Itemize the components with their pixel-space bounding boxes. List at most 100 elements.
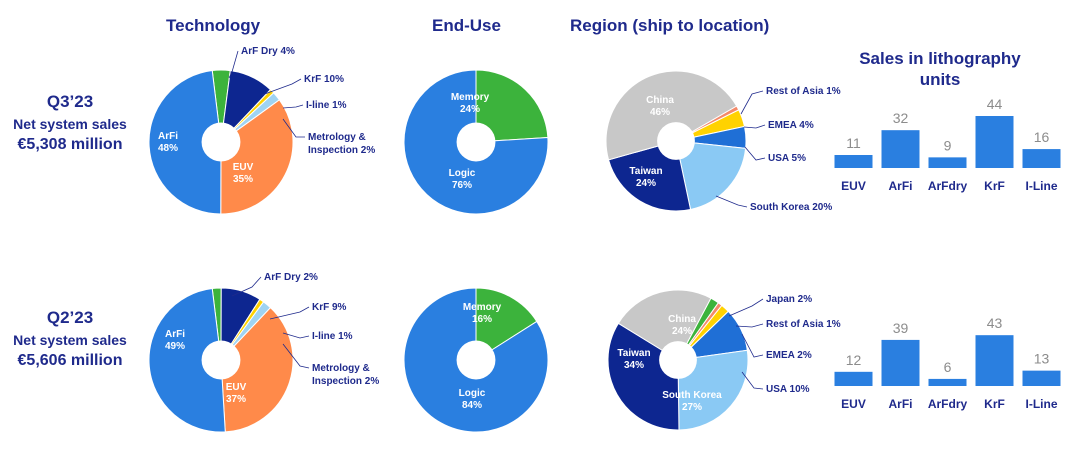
bar-value-label: 39	[893, 320, 909, 336]
leader-line-i-line	[282, 332, 310, 339]
slice-label-logic: Logic 84%	[459, 388, 486, 411]
leader-line-krf	[261, 78, 302, 96]
bar-category-label: KrF	[984, 397, 1005, 411]
slice-label-rest-of-asia: Rest of Asia 1%	[766, 86, 841, 97]
slice-label-arfi: ArFi 48%	[158, 131, 178, 154]
bar-category-label: ArFi	[889, 179, 913, 193]
slice-label-euv: EUV 37%	[226, 382, 247, 405]
bar-category-label: ArFdry	[928, 397, 968, 411]
pie-slice-china	[605, 70, 738, 161]
bar-category-label: I-Line	[1026, 179, 1058, 193]
sales-units-title: Sales in lithography units	[859, 49, 1021, 89]
net-sales-value: €5,308 million	[17, 136, 123, 153]
bar-arfi	[881, 339, 920, 386]
pie-hole	[659, 341, 697, 379]
bar-value-label: 44	[987, 96, 1003, 112]
pie-slice-arfi	[148, 287, 226, 433]
pie-slice-china	[617, 289, 712, 361]
pie-hole	[657, 122, 695, 160]
slice-label-arf-dry: ArF Dry 4%	[241, 46, 295, 57]
slice-label-emea: EMEA 2%	[766, 350, 812, 361]
bar-i-line	[1022, 370, 1061, 386]
leader-line-emea	[743, 124, 766, 129]
pie-region-ship-to-location-6: Japan 2% Rest of Asia 1% EMEA 2% USA 10% Sou…	[607, 289, 841, 431]
quarter-label: Q2’23	[46, 308, 94, 327]
slice-label-memory: Memory 24%	[451, 92, 490, 115]
bar-arfdry	[928, 157, 967, 168]
leader-line-usa	[744, 146, 766, 161]
quarter-label: Q3’23	[46, 92, 94, 111]
bar-category-label: EUV	[841, 397, 866, 411]
slice-label-i-line: I-line 1%	[306, 100, 347, 111]
header-region: Region (ship to location)	[570, 16, 770, 35]
bar-value-label: 11	[846, 135, 861, 151]
leader-line-usa	[741, 371, 764, 390]
slice-label-metrology-inspection: Metrology & Inspection 2%	[308, 132, 375, 156]
leader-line-arf-dry	[228, 50, 239, 79]
bar-chart-7: 12 EUV 39 ArFi 6 ArFdry 43 KrF 13 I-Line	[834, 315, 1061, 411]
slice-label-memory: Memory 16%	[463, 302, 502, 325]
bar-value-label: 6	[944, 359, 952, 375]
bar-i-line	[1022, 149, 1061, 168]
pie-technology-0: ArF Dry 4% KrF 10% I-line 1% Metrology & Ins…	[148, 46, 375, 215]
pie-hole	[201, 122, 241, 162]
bar-chart-3: 11 EUV 32 ArFi 9 ArFdry 44 KrF 16 I-Line	[834, 96, 1061, 193]
pie-region-ship-to-location-2: Rest of Asia 1% EMEA 4% USA 5% South Korea …	[605, 70, 841, 213]
pie-end-use-5: Memory 16% Logic 84%	[403, 287, 549, 433]
slice-label-logic: Logic 76%	[449, 168, 476, 191]
pie-slice-memory	[475, 287, 538, 361]
leader-line-metrology-inspection	[282, 118, 305, 138]
pie-slice-arfi	[148, 69, 222, 215]
bar-krf	[975, 116, 1014, 168]
header-technology: Technology	[166, 16, 261, 35]
bar-value-label: 9	[944, 137, 952, 153]
slice-label-south-korea: South Korea 20%	[750, 202, 832, 213]
slice-label-arfi: ArFi 49%	[165, 329, 185, 352]
pie-technology-4: ArF Dry 2% KrF 9% I-line 1% Metrology & Insp…	[148, 272, 379, 433]
slice-label-japan: Japan 2%	[766, 294, 812, 305]
bar-krf	[975, 335, 1014, 386]
leader-line-south-korea	[715, 195, 748, 208]
bar-value-label: 43	[987, 315, 1003, 331]
slice-label-taiwan: Taiwan 24%	[629, 166, 662, 189]
slice-label-south-korea: South Korea 27%	[662, 390, 722, 413]
pie-slice-euv	[220, 306, 294, 433]
slice-label-emea: EMEA 4%	[768, 120, 814, 131]
pie-slice-south-korea	[677, 349, 749, 431]
leader-line-rest-of-asia	[740, 90, 764, 115]
quarter-block-q2: Q2’23 Net system sales €5,606 million	[0, 306, 140, 372]
slice-label-arf-dry: ArF Dry 2%	[264, 272, 318, 283]
header-end-use: End-Use	[432, 16, 501, 35]
slice-label-euv: EUV 35%	[233, 162, 254, 185]
pie-slice-euv	[220, 99, 294, 215]
slice-label-china: China 24%	[668, 314, 696, 337]
bar-value-label: 32	[893, 110, 909, 126]
bar-category-label: KrF	[984, 179, 1005, 193]
bar-euv	[834, 155, 873, 168]
slice-label-usa: USA 10%	[766, 384, 810, 395]
pie-slice-memory	[475, 69, 549, 143]
leader-line-i-line	[282, 104, 304, 109]
slice-label-krf: KrF 10%	[304, 74, 344, 85]
quarter-block-q3: Q3’23 Net system sales €5,308 million	[0, 90, 140, 156]
bar-category-label: ArFi	[889, 397, 913, 411]
leader-line-krf	[269, 306, 310, 320]
leader-line-rest-of-asia	[735, 323, 764, 328]
bar-category-label: EUV	[841, 179, 866, 193]
bar-value-label: 16	[1034, 129, 1050, 145]
net-sales-label: Net system sales	[13, 116, 127, 132]
pie-hole	[456, 340, 496, 380]
bar-category-label: I-Line	[1026, 397, 1058, 411]
bar-euv	[834, 371, 873, 386]
slice-label-china: China 46%	[646, 95, 674, 118]
pie-hole	[201, 340, 241, 380]
slice-label-i-line: I-line 1%	[312, 331, 353, 342]
bar-arfi	[881, 130, 920, 168]
slice-label-usa: USA 5%	[768, 153, 806, 164]
bar-value-label: 13	[1034, 351, 1050, 367]
slice-label-rest-of-asia: Rest of Asia 1%	[766, 319, 841, 330]
leader-line-japan	[728, 298, 764, 317]
pie-hole	[456, 122, 496, 162]
bar-category-label: ArFdry	[928, 179, 968, 193]
